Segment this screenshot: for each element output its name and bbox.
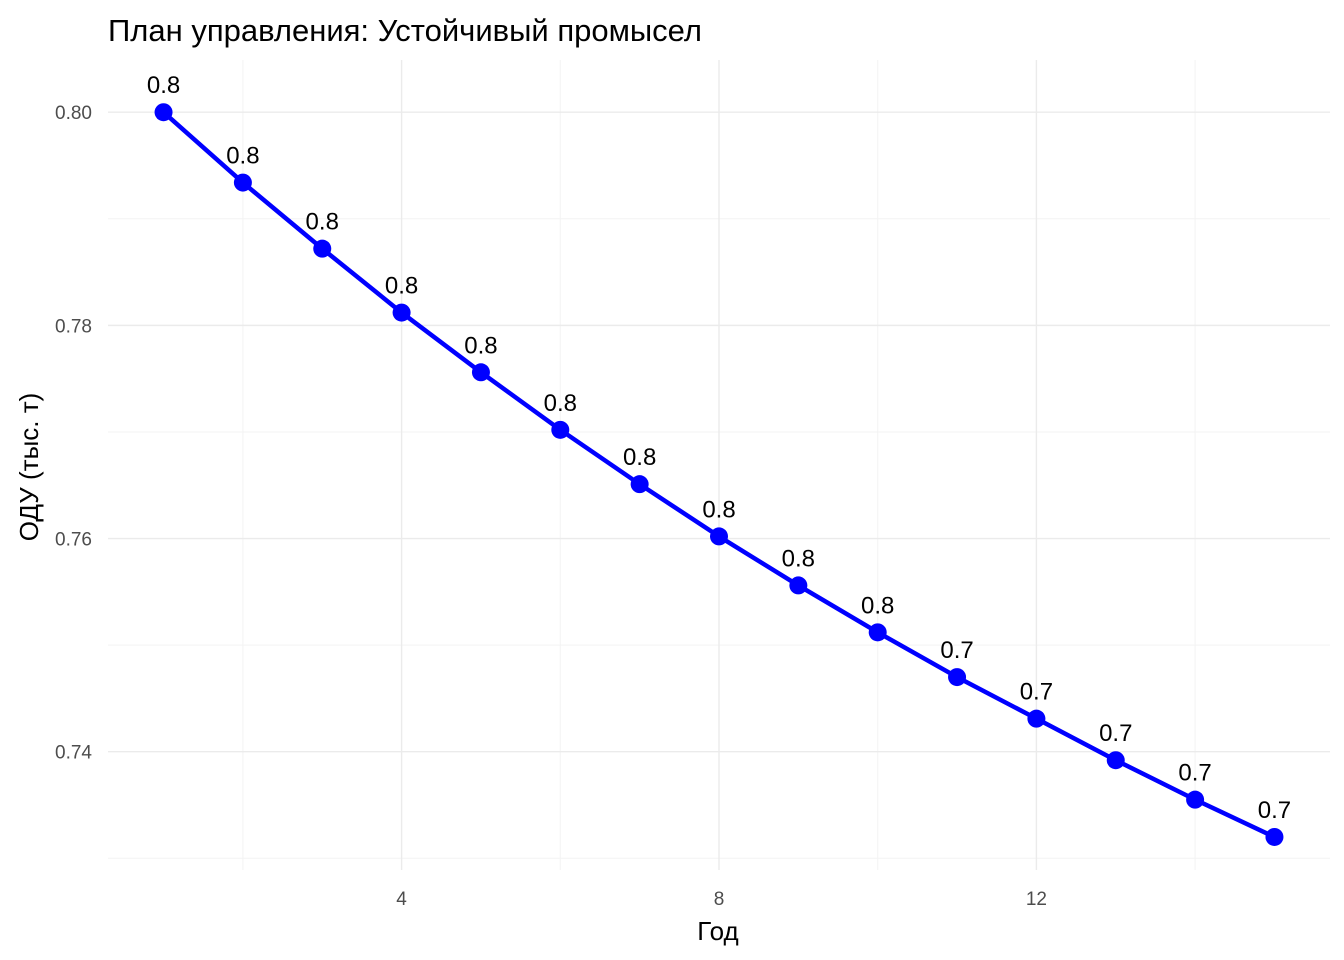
grid-lines (108, 60, 1330, 870)
data-label: 0.7 (1020, 679, 1053, 706)
y-tick-label: 0.74 (55, 743, 92, 764)
data-label: 0.8 (147, 72, 180, 99)
data-point (471, 363, 490, 382)
data-label: 0.7 (1258, 797, 1291, 824)
data-label: 0.8 (623, 444, 656, 471)
data-label: 0.7 (1178, 760, 1211, 787)
data-label: 0.8 (306, 209, 339, 236)
data-point (313, 239, 332, 258)
data-labels: 0.8 0.8 0.8 0.8 0.8 0.8 0.8 0.8 0.8 0.8 0.7 0.7 0.7 0… (147, 72, 1291, 824)
chart-title: План управления: Устойчивый промысел (108, 13, 702, 48)
data-point (392, 303, 411, 322)
data-point (154, 103, 173, 122)
x-tick-label: 4 (396, 889, 407, 910)
data-label: 0.7 (1099, 720, 1132, 747)
data-label: 0.8 (702, 496, 735, 523)
x-axis-title: Год (697, 916, 738, 946)
y-tick-label: 0.80 (55, 103, 92, 124)
data-label: 0.8 (544, 390, 577, 417)
x-tick-label: 12 (1026, 889, 1047, 910)
x-tick-label: 8 (714, 889, 725, 910)
data-point (868, 623, 887, 642)
data-point (1027, 709, 1046, 728)
data-point (630, 475, 649, 494)
data-label: 0.8 (861, 592, 894, 619)
data-label: 0.8 (782, 545, 815, 572)
data-point (233, 173, 252, 192)
y-tick-label: 0.76 (55, 530, 92, 551)
y-tick-label: 0.78 (55, 316, 92, 337)
data-point (1186, 790, 1205, 809)
data-point (948, 668, 967, 687)
data-label: 0.8 (464, 332, 497, 359)
series-odu (154, 103, 1284, 846)
data-label: 0.8 (226, 143, 259, 170)
data-label: 0.8 (385, 273, 418, 300)
data-label: 0.7 (940, 637, 973, 664)
axis-ticks: 4 8 12 0.74 0.76 0.78 0.80 (55, 103, 1047, 910)
y-axis-title: ОДУ (тыс. т) (14, 393, 44, 542)
data-point (789, 576, 808, 595)
data-point (551, 420, 570, 439)
data-point (710, 527, 728, 546)
data-point (1106, 751, 1125, 770)
data-point (1265, 827, 1284, 846)
